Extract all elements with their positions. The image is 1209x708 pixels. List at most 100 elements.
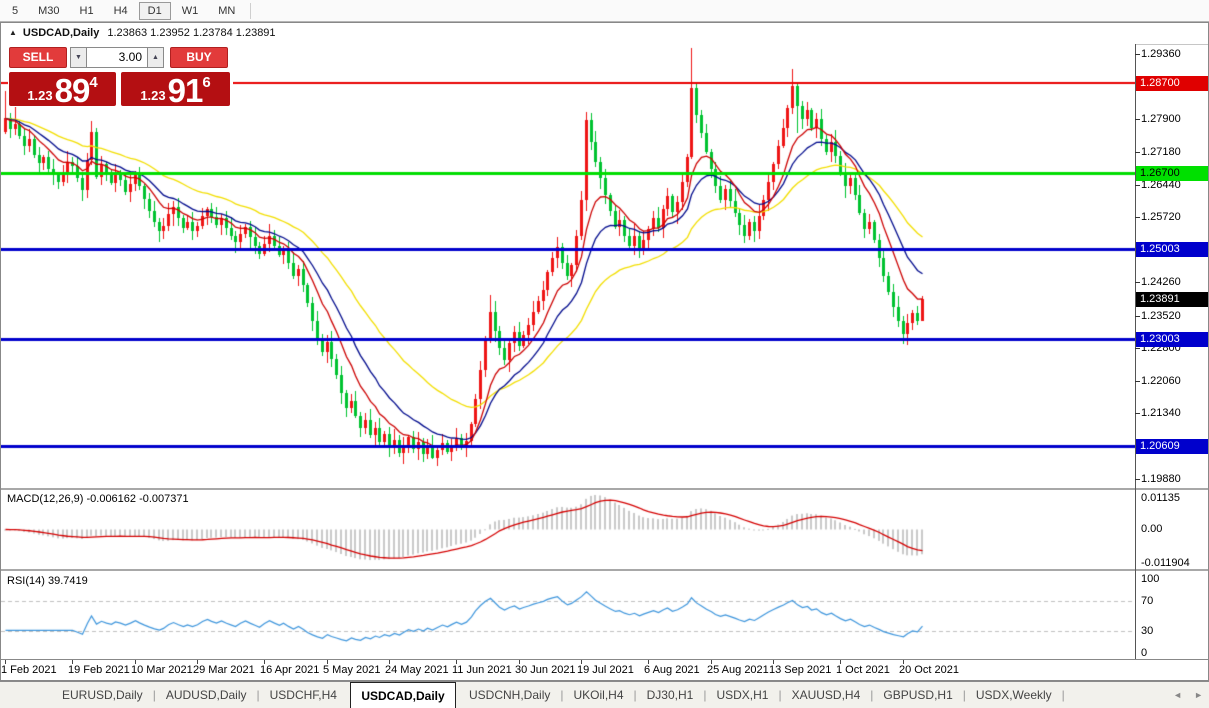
date-label: 16 Apr 2021 [260, 664, 320, 676]
date-tick-mark [648, 660, 649, 664]
macd-indicator-label: MACD(12,26,9) -0.006162 -0.007371 [7, 493, 189, 505]
tab-scroll-left-icon[interactable]: ◄ [1173, 690, 1183, 700]
date-label: 20 Oct 2021 [899, 664, 959, 676]
date-tick-mark [840, 660, 841, 664]
macd-pane-canvas[interactable] [1, 490, 1135, 569]
macd-scale-label: 0.00 [1141, 523, 1163, 535]
date-label: 5 May 2021 [323, 664, 381, 676]
date-tick-mark [519, 660, 520, 664]
price-tick-label: 1.21340 [1141, 407, 1181, 419]
chart-title-bar: ▲ USDCAD,Daily 1.23863 1.23952 1.23784 1.2… [1, 23, 1208, 45]
tab-scroll-right-icon[interactable]: ► [1194, 690, 1203, 700]
price-tick-label: 1.27180 [1141, 146, 1181, 158]
date-label: 24 May 2021 [385, 664, 449, 676]
pane-separator[interactable] [1, 488, 1208, 490]
tab-ukoil-h4[interactable]: UKOil,H4 [573, 688, 624, 702]
macd-scale-label: 0.01135 [1141, 492, 1180, 504]
date-label: 29 Mar 2021 [193, 664, 255, 676]
timeframe-toolbar: 5 M30 H1 H4 D1 W1 MN [0, 0, 1209, 22]
rsi-scale-label: 100 [1141, 573, 1160, 585]
sell-price-prefix: 1.23 [27, 88, 53, 103]
price-tick-label: 1.29360 [1141, 48, 1181, 60]
volume-decrease-button[interactable]: ▼ [70, 47, 87, 68]
tab-usdx-weekly[interactable]: USDX,Weekly [975, 688, 1052, 702]
pane-separator[interactable] [1, 569, 1208, 571]
timeframe-button-h4[interactable]: H4 [113, 4, 128, 17]
volume-input[interactable]: 3.00 [87, 47, 147, 68]
tab-separator: | [870, 688, 874, 702]
price-tick-label: 1.23520 [1141, 310, 1181, 322]
price-tick-mark [1135, 348, 1140, 349]
buy-button[interactable]: BUY [170, 47, 228, 68]
tab-dj30-h1[interactable]: DJ30,H1 [646, 688, 694, 702]
tab-eurusd-daily[interactable]: EURUSD,Daily [62, 688, 143, 702]
tab-usdx-h1[interactable]: USDX,H1 [716, 688, 769, 702]
tab-xauusd-h4[interactable]: XAUUSD,H4 [791, 688, 861, 702]
date-tick-mark [135, 660, 136, 664]
sell-button[interactable]: SELL [9, 47, 67, 68]
price-tick-label: 1.24260 [1141, 276, 1181, 288]
date-label: 13 Sep 2021 [769, 664, 832, 676]
rsi-scale-label: 70 [1141, 595, 1154, 607]
arrow-up-icon: ▲ [152, 54, 159, 61]
chart-ohlc-values: 1.23863 1.23952 1.23784 1.23891 [107, 27, 276, 39]
price-chart-canvas[interactable] [1, 44, 1135, 488]
buy-price-big: 91 [167, 72, 204, 106]
date-tick-mark [72, 660, 73, 664]
sell-price-big: 89 [54, 72, 91, 106]
price-tick-label: 1.22060 [1141, 375, 1181, 387]
price-level-badge: 1.25003 [1136, 242, 1209, 257]
date-label: 10 Mar 2021 [131, 664, 193, 676]
sell-price-box[interactable]: 1.23 89 4 [9, 72, 116, 106]
rsi-pane-canvas[interactable] [1, 571, 1135, 659]
date-tick-mark [456, 660, 457, 664]
date-tick-mark [327, 660, 328, 664]
date-label: 19 Feb 2021 [68, 664, 130, 676]
price-tick-mark [1135, 316, 1140, 317]
price-tick-mark [1135, 381, 1140, 382]
rsi-indicator-label: RSI(14) 39.7419 [7, 575, 88, 587]
date-tick-mark [264, 660, 265, 664]
price-tick-mark [1135, 54, 1140, 55]
price-tick-label: 1.19880 [1141, 473, 1181, 485]
date-tick-mark [389, 660, 390, 664]
macd-values: -0.006162 -0.007371 [86, 493, 189, 505]
timeframe-button-w1[interactable]: W1 [181, 4, 199, 17]
toolbar-separator [250, 2, 252, 19]
volume-increase-button[interactable]: ▲ [147, 47, 164, 68]
price-level-badge: 1.23003 [1136, 332, 1209, 347]
tab-audusd-daily[interactable]: AUDUSD,Daily [165, 688, 247, 702]
tab-separator: | [633, 688, 637, 702]
tab-usdcnh-daily[interactable]: USDCNH,Daily [469, 688, 551, 702]
timeframe-button-m30[interactable]: M30 [38, 4, 60, 17]
tab-separator: | [703, 688, 707, 702]
collapse-panel-icon[interactable]: ▲ [9, 28, 17, 37]
date-label: 1 Feb 2021 [1, 664, 57, 676]
sell-price-pip: 4 [89, 74, 98, 91]
date-axis: 1 Feb 2021 19 Feb 2021 10 Mar 2021 29 Mar 2… [1, 660, 1208, 680]
tab-gbpusd-h1[interactable]: GBPUSD,H1 [883, 688, 953, 702]
price-tick-mark [1135, 185, 1140, 186]
timeframe-button-d1[interactable]: D1 [138, 1, 171, 20]
tab-separator: | [962, 688, 966, 702]
date-tick-mark [903, 660, 904, 664]
rsi-scale-label: 0 [1141, 647, 1148, 659]
tab-usdcad-daily[interactable]: USDCAD,Daily [350, 682, 456, 708]
date-tick-mark [5, 660, 6, 664]
timeframe-button-5[interactable]: 5 [12, 4, 19, 17]
price-level-badge: 1.28700 [1136, 76, 1209, 91]
timeframe-button-h1[interactable]: H1 [79, 4, 94, 17]
date-label: 11 Jun 2021 [452, 664, 512, 676]
buy-price-prefix: 1.23 [140, 88, 166, 103]
tab-separator: | [152, 688, 156, 702]
buy-price-box[interactable]: 1.23 91 6 [121, 72, 230, 106]
tab-usdchf-h4[interactable]: USDCHF,H4 [269, 688, 337, 702]
price-tick-mark [1135, 152, 1140, 153]
tab-separator: | [560, 688, 564, 702]
price-tick-mark [1135, 119, 1140, 120]
tab-separator: | [778, 688, 782, 702]
chart-symbol-label: USDCAD,Daily [22, 27, 100, 39]
date-label: 30 Jun 2021 [515, 664, 576, 676]
timeframe-button-mn[interactable]: MN [218, 4, 236, 17]
date-label: 19 Jul 2021 [577, 664, 634, 676]
